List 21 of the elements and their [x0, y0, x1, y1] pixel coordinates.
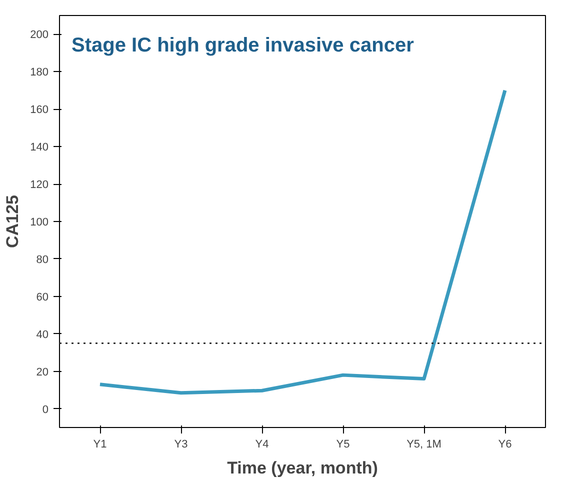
x-tick-label: Y4 — [255, 438, 269, 450]
y-tick-label: 40 — [36, 328, 49, 341]
x-tick-label: Y5, 1M — [406, 438, 442, 450]
y-axis-title: CA125 — [3, 195, 22, 248]
y-tick-label: 0 — [42, 404, 49, 416]
y-tick-label: 80 — [36, 254, 49, 266]
text: Stage IC high grade invasive cancer — [72, 34, 414, 56]
y-tick-label: 100 — [30, 216, 49, 228]
y-tick-label: 180 — [30, 66, 49, 79]
line-series — [98, 88, 507, 395]
x-axis-title: Time (year, month) — [227, 458, 378, 478]
y-tick-label: 60 — [36, 291, 49, 304]
y-tick-label: 20 — [36, 366, 49, 378]
y-tick-label: 140 — [30, 142, 49, 154]
x-tick-label: Y6 — [498, 438, 512, 450]
y-tick-label: 160 — [30, 104, 49, 116]
y-tick-label: 120 — [30, 179, 49, 192]
x-tick-label: Y5 — [336, 438, 350, 450]
y-tick-label: 200 — [30, 29, 49, 42]
x-tick-label: Y1 — [93, 438, 107, 450]
x-tick-label: Y3 — [174, 438, 188, 450]
